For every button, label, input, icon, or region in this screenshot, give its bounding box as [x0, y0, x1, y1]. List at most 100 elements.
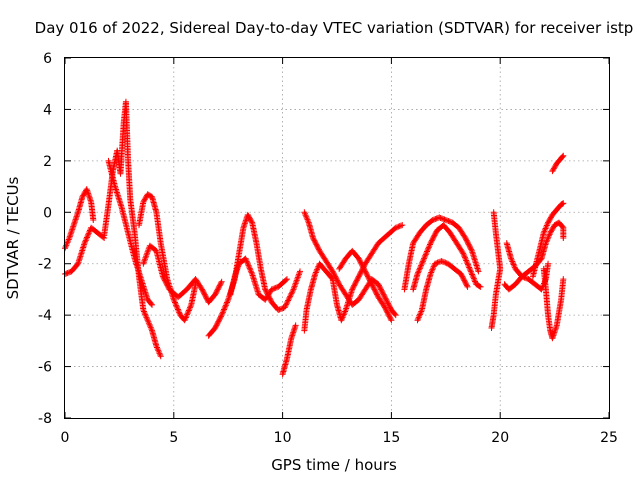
data-point	[173, 303, 180, 310]
data-point	[425, 245, 432, 252]
data-point	[170, 296, 177, 303]
data-point	[279, 305, 286, 312]
data-point	[418, 261, 425, 268]
data-point	[332, 274, 339, 281]
series-arc-11	[301, 209, 399, 319]
data-point	[176, 309, 183, 316]
data-point	[469, 272, 476, 279]
data-point	[417, 309, 424, 316]
data-point	[80, 191, 87, 198]
data-point	[147, 323, 154, 330]
data-point	[297, 268, 304, 275]
data-point	[81, 240, 88, 247]
data-point	[433, 215, 440, 222]
data-point	[435, 259, 442, 266]
data-point	[469, 271, 476, 278]
data-point	[438, 258, 445, 265]
data-point	[414, 271, 421, 277]
data-point	[368, 280, 375, 286]
y-axis-label: SDTVAR / TECUs	[4, 176, 22, 299]
data-point	[424, 248, 431, 255]
data-point	[391, 311, 398, 318]
data-point	[559, 153, 566, 160]
data-point	[246, 263, 253, 270]
data-point	[549, 168, 556, 175]
data-point	[201, 290, 208, 297]
data-point	[460, 251, 467, 258]
data-point	[545, 218, 552, 225]
data-point	[383, 296, 390, 303]
data-point	[154, 344, 161, 351]
data-point	[542, 225, 549, 232]
data-point	[248, 269, 255, 276]
data-point	[330, 269, 337, 276]
data-point	[215, 318, 222, 325]
data-point	[171, 299, 178, 306]
axis-ticks	[64, 57, 610, 419]
data-point	[365, 274, 372, 281]
data-point	[374, 291, 381, 298]
data-point	[560, 200, 567, 207]
data-point	[387, 316, 394, 322]
data-point	[212, 323, 219, 330]
data-point	[79, 193, 86, 200]
data-point	[332, 273, 339, 280]
data-point	[339, 314, 346, 321]
data-point	[215, 285, 222, 292]
data-point	[165, 283, 172, 290]
data-point	[185, 308, 192, 315]
y-tick-labels: -8 -6 -4 -2 0 2 4 6	[38, 51, 52, 427]
data-point	[546, 231, 553, 238]
data-point	[427, 271, 434, 277]
data-point	[184, 310, 191, 317]
data-point	[84, 233, 91, 240]
data-point	[461, 253, 468, 260]
data-point	[462, 256, 469, 263]
data-point	[286, 294, 293, 301]
data-point	[268, 286, 275, 293]
data-point	[163, 280, 170, 286]
data-point	[416, 266, 423, 273]
data-point	[415, 268, 422, 275]
data-point	[369, 282, 376, 289]
data-point	[315, 246, 322, 253]
data-point	[429, 266, 436, 273]
series-arc-4	[105, 157, 156, 308]
series-arc-8	[227, 255, 290, 303]
data-point	[312, 269, 319, 276]
data-point	[544, 237, 551, 244]
x-tick-label: 20	[491, 430, 509, 446]
data-point	[171, 298, 178, 305]
data-point	[445, 218, 452, 225]
data-point	[144, 248, 151, 255]
data-point	[148, 300, 155, 307]
chart-title: Day 016 of 2022, Sidereal Day-to-day VTE…	[35, 19, 634, 37]
data-point	[376, 283, 383, 290]
data-point	[357, 258, 364, 265]
data-point	[477, 283, 484, 290]
data-point	[381, 294, 388, 301]
x-tick-label: 25	[600, 430, 618, 446]
data-point	[285, 296, 292, 303]
data-point	[359, 262, 366, 268]
data-point	[184, 311, 191, 318]
y-tick-label: 0	[43, 205, 52, 221]
data-point	[360, 264, 367, 271]
data-point	[362, 269, 369, 276]
data-point	[428, 237, 435, 244]
data-point	[314, 244, 321, 250]
data-point	[156, 350, 163, 357]
data-point	[386, 303, 393, 310]
data-point	[509, 258, 516, 265]
data-point	[547, 229, 554, 236]
data-point	[203, 295, 210, 302]
data-point	[464, 238, 471, 245]
data-point	[415, 315, 422, 322]
data-point	[142, 311, 149, 318]
data-point	[182, 315, 189, 322]
data-point	[182, 314, 189, 321]
data-point	[313, 242, 320, 249]
data-point	[341, 309, 348, 316]
data-point	[511, 262, 518, 269]
data-point	[162, 278, 169, 285]
